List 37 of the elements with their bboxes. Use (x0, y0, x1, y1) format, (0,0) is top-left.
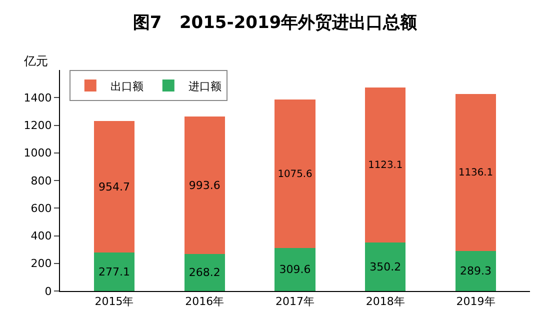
x-tick-label: 2016年 (185, 295, 224, 308)
bar (94, 252, 135, 291)
y-axis-title: 亿元 (23, 54, 48, 68)
data-label: 993.6 (188, 178, 220, 192)
x-tick-label: 2018年 (366, 295, 405, 308)
data-label: 309.6 (279, 263, 311, 276)
x-tick-label: 2015年 (94, 295, 134, 308)
data-label: 289.3 (460, 264, 492, 278)
y-tick-label: 1400 (24, 91, 52, 104)
bar (455, 251, 496, 291)
y-tick-label: 200 (30, 257, 52, 270)
bar (274, 248, 316, 291)
y-tick-label: 800 (30, 174, 52, 188)
bar (455, 94, 496, 252)
y-tick-label: 1000 (24, 146, 52, 160)
data-label: 1123.1 (368, 160, 403, 172)
x-tick-label: 2017年 (276, 295, 314, 308)
bar (365, 88, 406, 243)
bar (365, 242, 406, 291)
bar (184, 116, 225, 254)
y-tick-label: 0 (44, 284, 52, 298)
data-label: 277.1 (98, 265, 130, 278)
data-label: 1136.1 (458, 168, 494, 179)
legend-label: 出口额 (110, 80, 144, 93)
y-tick-label: 600 (30, 202, 52, 215)
bar (94, 120, 135, 253)
data-label: 268.2 (188, 266, 220, 279)
y-tick-label: 1200 (24, 119, 52, 132)
y-tick-label: 400 (30, 230, 52, 243)
data-label: 1075.6 (278, 169, 312, 180)
bar (184, 254, 225, 291)
legend-label: 进口额 (188, 80, 222, 93)
bar (274, 100, 316, 248)
chart-title: 图7 2015-2019年外贸进出口总额 (132, 13, 418, 34)
data-label: 954.7 (98, 180, 130, 194)
x-tick-label: 2019年 (456, 295, 496, 308)
data-label: 350.2 (370, 260, 402, 274)
